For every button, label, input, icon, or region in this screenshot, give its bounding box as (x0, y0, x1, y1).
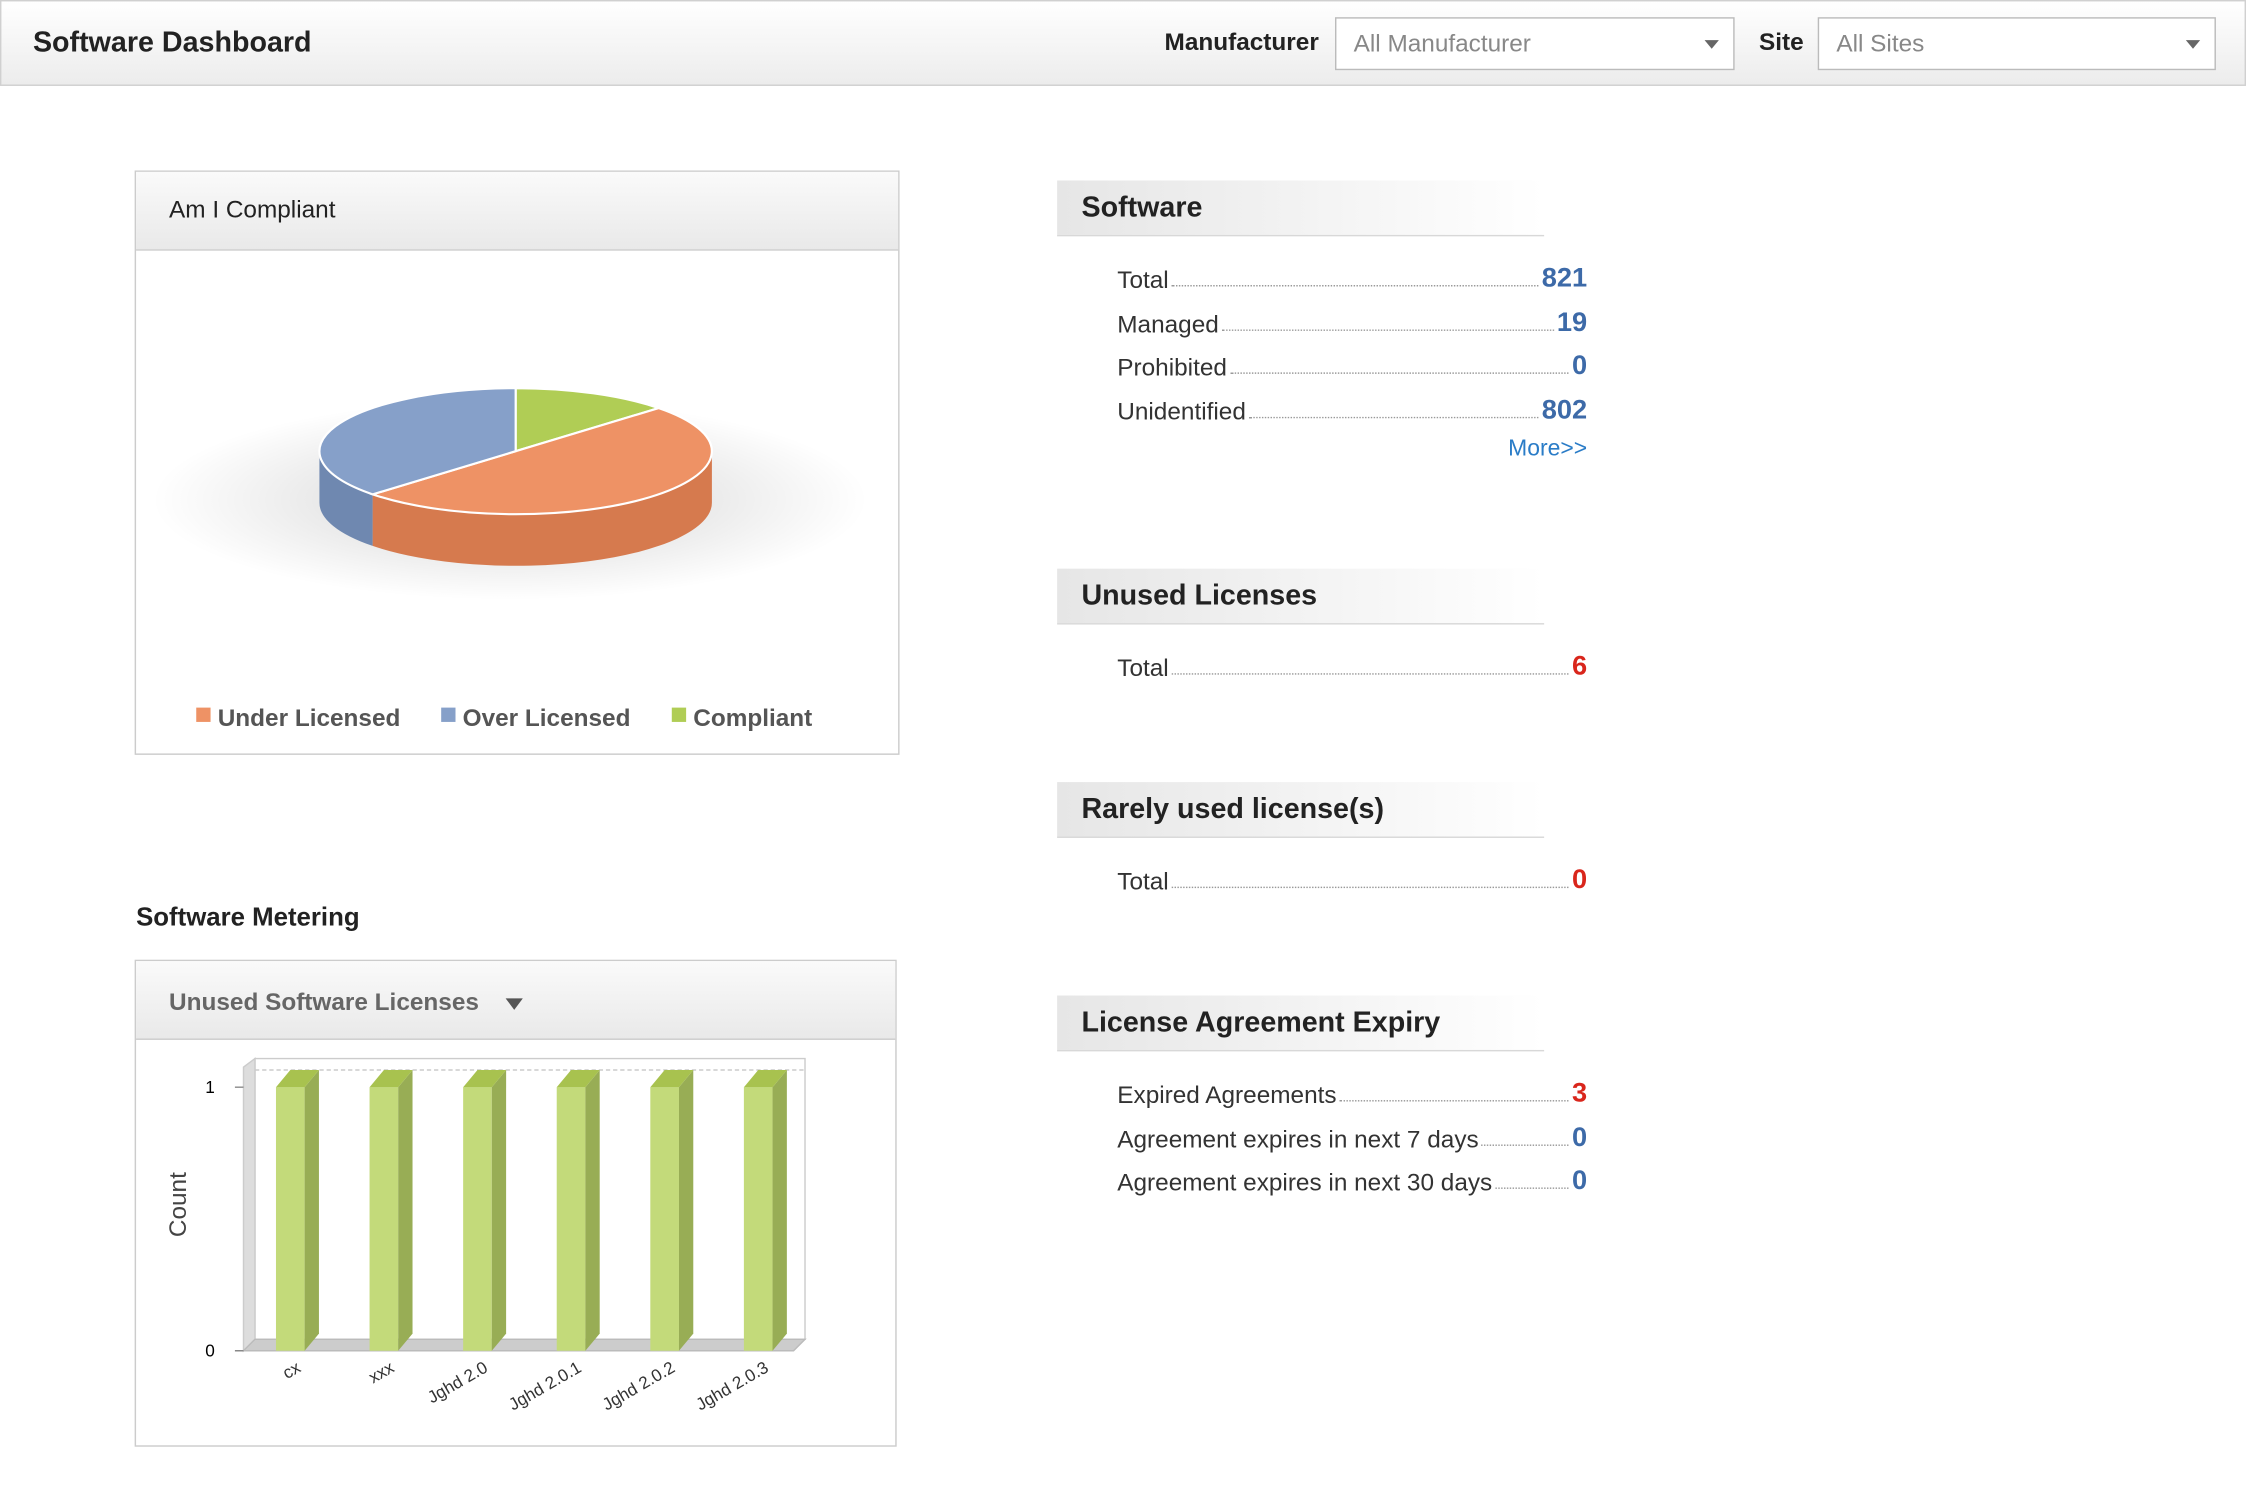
stat-value[interactable]: 19 (1556, 307, 1588, 338)
site-select[interactable]: All Sites (1817, 17, 2216, 71)
pie-slice (369, 406, 713, 516)
stat-row: Agreement expires in next 7 days 0 (1117, 1114, 1587, 1154)
x-tick-label: Jghd 2.0.2 (599, 1357, 678, 1414)
pie-slice (514, 387, 663, 453)
bar-side (398, 1070, 413, 1351)
bar-top (743, 1070, 787, 1088)
stat-label: Agreement expires in next 30 days (1117, 1169, 1493, 1197)
stat-value[interactable]: 3 (1571, 1078, 1588, 1109)
bar-side (772, 1070, 787, 1351)
x-tick-label: cx (279, 1357, 304, 1383)
stat-label: Expired Agreements (1117, 1081, 1337, 1109)
leader-dots (1495, 1188, 1570, 1190)
bar (650, 1087, 679, 1351)
leader-dots (1248, 416, 1539, 419)
bar (275, 1087, 305, 1351)
stat-label: Total (1117, 654, 1169, 682)
stat-label: Unidentified (1117, 398, 1246, 426)
bar (743, 1087, 773, 1351)
stat-row: Total 6 (1117, 643, 1587, 683)
y-tick-label: 1 (205, 1077, 215, 1097)
leader-dots (1221, 329, 1554, 331)
stat-row: Managed 19 (1117, 299, 1587, 339)
y-tick-label: 0 (205, 1340, 215, 1360)
bar (556, 1087, 586, 1351)
back-wall (243, 1057, 806, 1352)
x-tick-label: xxx (365, 1357, 398, 1387)
stat-value[interactable]: 821 (1541, 263, 1588, 294)
leader-dots (1171, 285, 1539, 287)
stat-value[interactable]: 0 (1571, 1166, 1588, 1197)
legend-label: Under Licensed (218, 705, 401, 732)
page-title: Software Dashboard (32, 27, 312, 59)
panel-title: Rarely used license(s) (1057, 782, 1545, 838)
legend-swatch (441, 707, 456, 722)
select-value: All Manufacturer (1353, 30, 1531, 58)
stat-row: Prohibited 0 (1117, 343, 1587, 383)
legend-swatch (671, 707, 687, 722)
bar-top (556, 1070, 600, 1088)
x-tick-label: Jghd 2.0.3 (692, 1357, 771, 1414)
stat-label: Agreement expires in next 7 days (1117, 1125, 1479, 1153)
header-bar: Software Dashboard Manufacturer All Manu… (0, 0, 2246, 86)
stat-row: Total 821 (1117, 255, 1587, 295)
bar-chart: 0 1 Count cx xxx Jghd 2.0 Jghd 2.0.1 Jghd 2.0.2… (165, 1057, 807, 1414)
legend-label: Over Licensed (463, 705, 631, 732)
bar-side (491, 1070, 507, 1351)
side-wall (242, 1057, 256, 1353)
stat-value[interactable]: 0 (1571, 1122, 1588, 1153)
bar-side (304, 1070, 319, 1351)
more-link[interactable]: More>> (1508, 436, 1588, 461)
bar (463, 1087, 492, 1351)
pie-side (372, 451, 712, 566)
stat-value[interactable]: 6 (1571, 651, 1588, 682)
stat-label: Total (1117, 266, 1169, 294)
stat-label: Total (1117, 868, 1169, 896)
dropdown-arrow[interactable] (505, 998, 523, 1010)
panel-title: Software (1057, 180, 1545, 237)
stat-value[interactable]: 0 (1571, 351, 1588, 382)
bar (369, 1087, 399, 1351)
stat-label: Prohibited (1117, 354, 1227, 382)
stat-row: Expired Agreements 3 (1117, 1070, 1587, 1110)
stat-label: Managed (1117, 310, 1219, 338)
stat-row: Agreement expires in next 30 days 0 (1117, 1158, 1587, 1198)
widget-title: Unused Software Licenses (169, 988, 479, 1016)
link-row: More>> (1117, 437, 1587, 469)
stat-value[interactable]: 0 (1571, 865, 1588, 896)
pie-chart: Under Licensed Over Licensed Compliant (151, 387, 869, 732)
filter-label: Site (1758, 28, 1804, 56)
leader-dots (1171, 673, 1570, 675)
stat-row: Unidentified 802 (1117, 387, 1587, 427)
panel-title: Unused Licenses (1057, 568, 1545, 625)
stat-value[interactable]: 802 (1541, 395, 1588, 426)
leader-dots (1171, 886, 1570, 889)
y-axis-label: Count (165, 1172, 192, 1237)
pie-slice (318, 387, 517, 496)
x-tick-label: Jghd 2.0 (424, 1357, 491, 1407)
widget-header: Am I Compliant (136, 171, 899, 251)
x-tick-label: Jghd 2.0.1 (505, 1357, 584, 1414)
floor (241, 1338, 807, 1352)
panel-title: License Agreement Expiry (1057, 995, 1545, 1052)
section-heading: Software Metering (136, 902, 360, 932)
widget-header[interactable]: Unused Software Licenses (136, 961, 896, 1040)
leader-dots (1481, 1144, 1570, 1146)
bar-top (650, 1070, 694, 1088)
legend-swatch (196, 707, 211, 722)
stats-column: Software Total 821 Managed 19 Prohibited 0 Unid… (1057, 0, 1601, 1485)
widget-title: Am I Compliant (169, 196, 336, 224)
bar-side (585, 1070, 600, 1351)
filter-label: Manufacturer (1164, 28, 1319, 56)
manufacturer-select[interactable]: All Manufacturer (1334, 17, 1735, 71)
select-value: All Sites (1836, 30, 1925, 58)
stat-row: Total 0 (1117, 857, 1587, 897)
bar-side (678, 1070, 694, 1351)
leader-dots (1339, 1100, 1570, 1102)
leader-dots (1229, 372, 1570, 375)
legend-label: Compliant (693, 705, 812, 732)
